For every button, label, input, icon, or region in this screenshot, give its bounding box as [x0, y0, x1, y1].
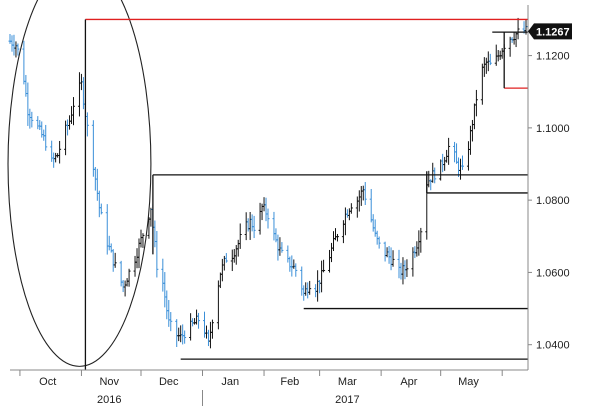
x-month-label: Mar	[338, 376, 357, 388]
price-bar	[169, 312, 173, 332]
y-tick-label: 1.1200	[536, 51, 570, 63]
y-tick-label: 1.0400	[536, 340, 570, 352]
price-bar	[349, 203, 353, 214]
x-year-label: 2016	[97, 394, 121, 406]
price-bar	[141, 233, 145, 248]
price-bar	[183, 330, 187, 344]
x-month-label: Feb	[280, 376, 299, 388]
price-bar	[30, 111, 34, 128]
price-bar	[377, 236, 381, 249]
price-bar	[461, 155, 465, 170]
price-bar	[294, 263, 298, 277]
x-month-label: Apr	[400, 376, 417, 388]
price-bar	[391, 250, 395, 267]
price-bar	[238, 223, 242, 249]
price-bar	[266, 208, 270, 229]
price-bar	[99, 203, 103, 215]
price-bar	[127, 268, 131, 287]
price-bar	[72, 97, 76, 126]
y-tick-label: 1.1000	[536, 123, 570, 135]
last-price-tag-background	[528, 23, 572, 40]
price-bar	[335, 233, 339, 242]
price-bar	[58, 140, 62, 164]
price-bar	[85, 112, 89, 137]
price-bar	[252, 215, 256, 239]
x-month-label: Jan	[221, 376, 239, 388]
price-bar	[447, 137, 451, 165]
price-bar	[280, 242, 284, 253]
x-year-label: 2017	[335, 394, 359, 406]
last-price-tag: 1.1267	[528, 23, 572, 40]
price-bar	[210, 319, 214, 339]
price-bar	[308, 280, 312, 295]
price-bar	[322, 259, 326, 273]
y-tick-label: 1.0800	[536, 195, 570, 207]
price-bar	[224, 253, 228, 263]
x-month-label: May	[458, 376, 479, 388]
price-bar	[113, 252, 117, 268]
price-bar	[419, 227, 423, 253]
price-bar	[516, 17, 520, 40]
x-month-label: Dec	[159, 376, 179, 388]
annotation-circle	[7, 0, 152, 367]
last-price-label: 1.1267	[536, 26, 570, 38]
price-bar	[363, 182, 367, 205]
price-bar	[197, 312, 201, 329]
price-bar	[488, 53, 492, 66]
price-bar	[405, 259, 409, 277]
price-bar	[155, 230, 159, 278]
price-bar	[44, 124, 48, 151]
y-tick-label: 1.0600	[536, 267, 570, 279]
x-month-label: Oct	[39, 376, 56, 388]
price-bar	[474, 89, 478, 117]
x-month-label: Nov	[99, 376, 119, 388]
price-bar	[16, 43, 20, 56]
